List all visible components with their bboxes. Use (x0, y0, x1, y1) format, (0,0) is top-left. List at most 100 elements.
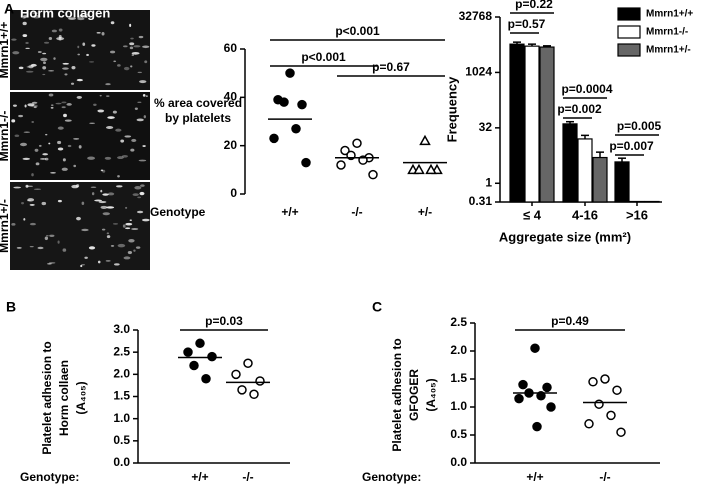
point (285, 68, 295, 78)
speckle (45, 235, 49, 237)
speckle (134, 185, 142, 190)
speckle (48, 142, 51, 145)
speckle (71, 65, 76, 70)
speckle (128, 239, 135, 243)
image-label: Mmrn1-/- (0, 111, 11, 162)
y-tick-label: 1 (485, 175, 492, 189)
speckle (77, 15, 82, 19)
speckle (23, 131, 31, 133)
speckle (139, 191, 145, 196)
speckle (132, 193, 139, 197)
y-tick-label: 0.5 (450, 427, 467, 441)
micrograph (10, 182, 150, 270)
y-axis-label: Frequency (444, 76, 459, 143)
speckle (11, 223, 16, 226)
speckle (120, 139, 125, 143)
point (612, 385, 622, 395)
speckle (81, 201, 85, 205)
speckle (56, 37, 65, 41)
speckle (76, 95, 82, 99)
speckle (30, 63, 37, 67)
speckle (117, 156, 124, 160)
x-tick-label: -/- (351, 205, 362, 219)
speckle (21, 201, 24, 205)
speckle (129, 42, 135, 46)
speckle (138, 159, 147, 162)
point (336, 160, 346, 170)
y-axis-label: Horm collaen (57, 360, 71, 436)
speckle (32, 12, 38, 14)
point (368, 169, 378, 180)
speckle (138, 35, 144, 39)
speckle (61, 101, 67, 104)
speckle (37, 51, 42, 53)
speckle (50, 106, 54, 109)
speckle (84, 256, 88, 259)
x-axis-label: Genotype: (20, 470, 79, 484)
speckle (143, 115, 146, 119)
speckle (12, 104, 17, 107)
speckle (40, 57, 48, 62)
speckle (31, 173, 34, 177)
x-axis-label: Genotype (150, 205, 206, 219)
speckle (139, 80, 147, 84)
point (542, 382, 552, 393)
speckle (12, 51, 20, 55)
image-title: Horm collagen (20, 5, 110, 20)
speckle (45, 133, 48, 136)
speckle (57, 126, 64, 130)
p-value: p=0.49 (551, 314, 589, 328)
speckle (62, 248, 67, 252)
speckle (100, 205, 108, 209)
speckle (29, 222, 36, 226)
point (183, 347, 193, 357)
y-tick-label: 60 (224, 41, 238, 55)
p-value: p=0.005 (617, 119, 662, 133)
speckle (76, 78, 83, 82)
speckle (58, 28, 63, 32)
point (352, 138, 362, 148)
bar (524, 45, 540, 203)
speckle (87, 156, 95, 160)
speckle (97, 109, 105, 113)
speckle (27, 198, 35, 202)
speckle (133, 249, 136, 252)
micrograph (10, 10, 150, 90)
y-axis-label: Platelet adhesion to (40, 341, 54, 454)
speckle (18, 114, 24, 118)
legend-swatch (617, 43, 641, 57)
point (231, 369, 241, 380)
speckle (33, 188, 42, 191)
speckle (11, 119, 16, 123)
y-axis-label: (A₄₀₅) (74, 381, 88, 414)
speckle (117, 175, 120, 178)
legend-label: Mmrn1+/- (646, 45, 691, 56)
speckle (22, 21, 27, 26)
speckle (35, 162, 40, 166)
y-tick-label: 2.0 (450, 343, 467, 357)
y-tick-label: 2.0 (113, 367, 130, 381)
point (249, 389, 259, 400)
speckle (90, 186, 97, 189)
speckle (22, 17, 26, 20)
speckle (136, 118, 144, 122)
speckle (14, 134, 20, 138)
y-tick-label: 1.5 (113, 389, 130, 403)
p-value: p<0.001 (335, 24, 380, 38)
legend-label: Mmrn1+/+ (646, 9, 693, 20)
point (532, 421, 542, 432)
y-axis-label: by platelets (165, 111, 231, 125)
speckle (81, 228, 89, 232)
y-tick-label: 0 (230, 186, 237, 200)
speckle (25, 47, 30, 49)
speckle (113, 263, 120, 266)
p-value: p=0.002 (557, 102, 602, 116)
speckle (33, 106, 37, 109)
speckle (43, 61, 46, 64)
speckle (19, 142, 28, 147)
speckle (49, 234, 55, 237)
speckle (123, 256, 131, 260)
x-axis-label: Genotype: (362, 470, 421, 484)
point (530, 343, 540, 353)
